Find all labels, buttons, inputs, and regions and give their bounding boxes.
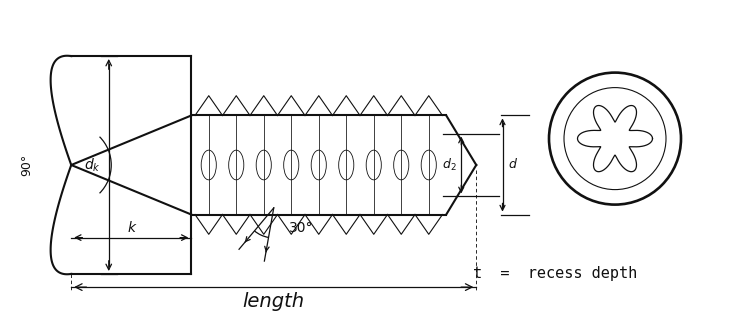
Text: length: length	[243, 292, 304, 311]
Text: d: d	[509, 158, 517, 172]
Text: 30°: 30°	[289, 221, 314, 235]
Text: d$_2$: d$_2$	[442, 157, 457, 173]
Text: d$_k$: d$_k$	[84, 156, 101, 174]
Text: t  =  recess depth: t = recess depth	[472, 266, 637, 281]
Text: k: k	[128, 220, 135, 235]
Text: 90°: 90°	[20, 154, 33, 176]
